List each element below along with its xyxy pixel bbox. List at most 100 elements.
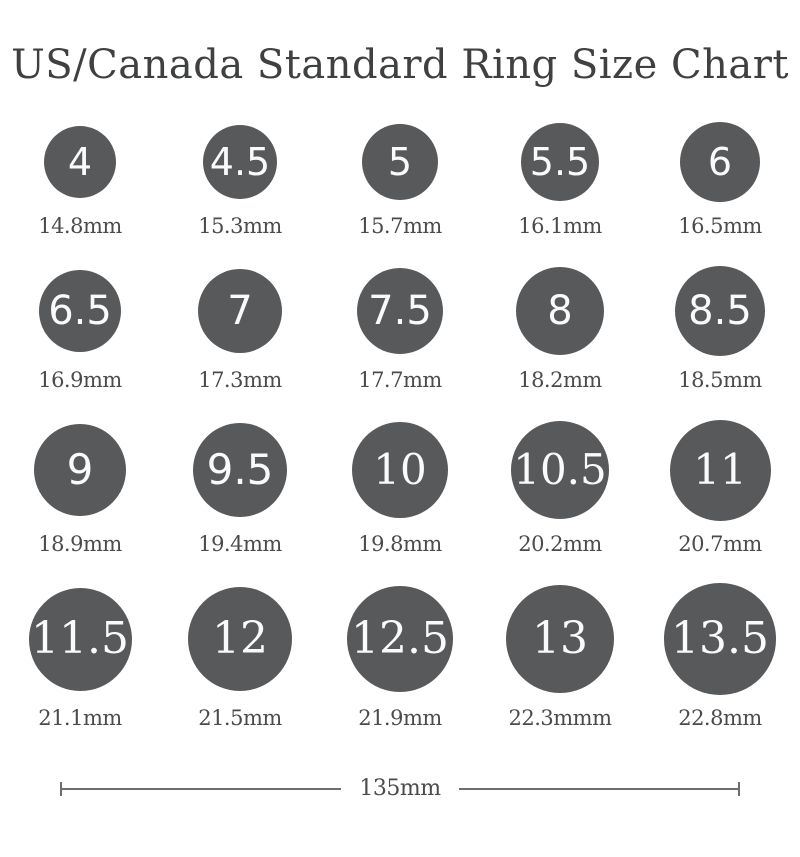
ring-cell: 5 15.7mm (320, 120, 480, 238)
ring-circle: 5.5 (520, 122, 600, 202)
ring-diameter-label: 21.9mm (358, 706, 442, 730)
ring-size-number: 8 (547, 287, 573, 334)
ring-cell: 11 20.7mm (640, 418, 800, 556)
ring-size-number: 6 (707, 140, 733, 184)
ring-size-number: 10 (373, 445, 427, 494)
page-title: US/Canada Standard Ring Size Chart (11, 42, 789, 88)
ring-circle: 7.5 (356, 267, 444, 355)
ring-circle: 9.5 (192, 422, 288, 518)
ring-grid: 4 14.8mm 4.5 15.3mm 5 15.7mm 5.5 16.1mm 6 16.5mm 6… (0, 120, 800, 730)
ring-size-number: 10.5 (513, 445, 607, 494)
ring-size-number: 8.5 (688, 287, 752, 334)
ring-diameter-label: 18.2mm (518, 368, 602, 392)
ring-cell: 4 14.8mm (0, 120, 160, 238)
ring-diameter-label: 22.8mm (678, 706, 762, 730)
ring-diameter-label: 21.1mm (38, 706, 122, 730)
ring-circle-box: 4.5 (202, 120, 278, 204)
ring-circle: 10.5 (510, 420, 610, 520)
ring-circle: 8 (515, 266, 605, 356)
ring-circle: 12.5 (346, 585, 454, 693)
ring-circle-box: 7.5 (356, 264, 444, 358)
ring-cell: 10 19.8mm (320, 418, 480, 556)
ring-circle: 11 (669, 419, 771, 521)
ring-cell: 7.5 17.7mm (320, 264, 480, 392)
ring-circle-box: 12 (187, 582, 293, 696)
ring-size-number: 6.5 (48, 288, 112, 334)
ring-diameter-label: 21.5mm (198, 706, 282, 730)
ring-diameter-label: 20.7mm (678, 532, 762, 556)
ring-cell: 13.5 22.8mm (640, 582, 800, 730)
ring-cell: 11.5 21.1mm (0, 582, 160, 730)
ring-size-number: 9 (66, 445, 94, 494)
ring-size-number: 4.5 (209, 140, 271, 184)
ring-circle-box: 9 (33, 418, 127, 522)
ring-circle-box: 7 (197, 264, 283, 358)
ring-circle-box: 8 (515, 264, 605, 358)
ring-circle-box: 8.5 (674, 264, 766, 358)
ring-size-number: 11.5 (31, 613, 129, 664)
ring-circle: 6 (679, 121, 761, 203)
ring-circle-box: 5 (361, 120, 439, 204)
ring-circle: 11.5 (28, 587, 132, 691)
ring-diameter-label: 16.1mm (518, 214, 602, 238)
ring-diameter-label: 17.3mm (198, 368, 282, 392)
ring-size-number: 12 (211, 612, 268, 664)
ring-circle: 4.5 (202, 124, 278, 200)
ring-size-number: 9.5 (206, 445, 274, 494)
ring-diameter-label: 16.9mm (38, 368, 122, 392)
ruler-right-tick (738, 781, 740, 796)
ring-diameter-label: 17.7mm (358, 368, 442, 392)
ring-diameter-label: 18.5mm (678, 368, 762, 392)
ring-circle: 9 (33, 423, 127, 517)
ring-size-number: 12.5 (351, 612, 449, 664)
ring-circle: 5 (361, 123, 439, 201)
ring-circle-box: 6 (679, 120, 761, 204)
ring-circle-box: 10 (351, 418, 449, 522)
ring-diameter-label: 18.9mm (38, 532, 122, 556)
ring-cell: 4.5 15.3mm (160, 120, 320, 238)
ring-cell: 8 18.2mm (480, 264, 640, 392)
ring-circle-box: 11.5 (28, 582, 132, 696)
ring-diameter-label: 22.3mmm (508, 706, 613, 730)
ring-diameter-label: 14.8mm (38, 214, 122, 238)
ring-circle-box: 13.5 (664, 582, 776, 696)
ruler-left-tick (60, 781, 62, 796)
ring-circle: 12 (187, 586, 293, 692)
ring-size-number: 4 (67, 140, 93, 184)
ring-circle: 10 (351, 421, 449, 519)
ring-diameter-label: 19.4mm (198, 532, 282, 556)
ring-circle: 13 (505, 584, 615, 694)
ring-circle-box: 11 (669, 418, 771, 522)
ring-circle-box: 5.5 (520, 120, 600, 204)
ruler-right-line (458, 787, 738, 790)
ring-circle-box: 10.5 (510, 418, 610, 522)
ring-size-number: 13 (531, 612, 588, 664)
ring-diameter-label: 15.7mm (358, 214, 442, 238)
ring-cell: 6 16.5mm (640, 120, 800, 238)
ring-cell: 9 18.9mm (0, 418, 160, 556)
ring-size-number: 11 (693, 445, 747, 494)
ring-circle-box: 13 (505, 582, 615, 696)
ring-circle: 4 (43, 125, 117, 199)
ring-circle: 7 (197, 268, 283, 354)
ring-cell: 7 17.3mm (160, 264, 320, 392)
ruler-label: 135mm (359, 776, 441, 801)
ring-circle: 8.5 (674, 265, 766, 357)
ring-cell: 9.5 19.4mm (160, 418, 320, 556)
ring-circle-box: 6.5 (38, 264, 122, 358)
ring-cell: 8.5 18.5mm (640, 264, 800, 392)
ring-cell: 13 22.3mmm (480, 582, 640, 730)
ruler-left-line (62, 787, 342, 790)
ring-size-number: 5.5 (529, 140, 591, 184)
ring-circle: 13.5 (664, 583, 776, 695)
ring-circle-box: 9.5 (192, 418, 288, 522)
ring-cell: 6.5 16.9mm (0, 264, 160, 392)
ring-size-number: 13.5 (671, 612, 769, 664)
ring-cell: 12 21.5mm (160, 582, 320, 730)
ring-diameter-label: 20.2mm (518, 532, 602, 556)
ring-diameter-label: 19.8mm (358, 532, 442, 556)
ring-diameter-label: 16.5mm (678, 214, 762, 238)
ring-cell: 10.5 20.2mm (480, 418, 640, 556)
ring-size-number: 5 (387, 140, 413, 184)
